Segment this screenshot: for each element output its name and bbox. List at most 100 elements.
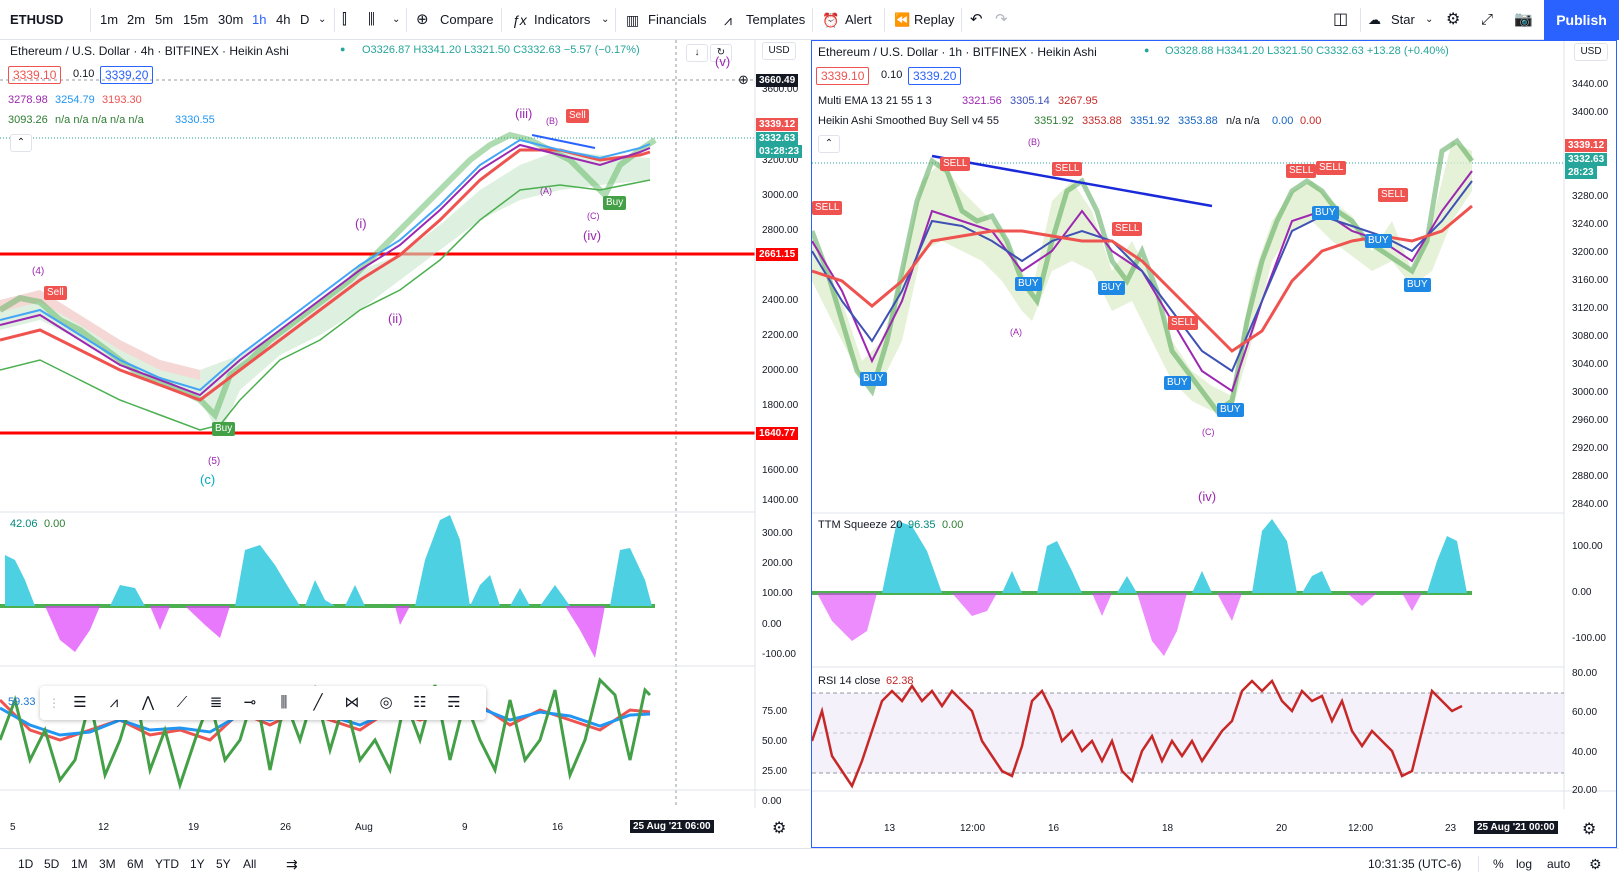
horizontal-line-icon[interactable]: ⊸ (243, 694, 257, 711)
timeframe-1m[interactable]: 1m (100, 12, 119, 27)
financials-icon[interactable]: ▥ (626, 12, 640, 28)
replay-button[interactable]: Replay (914, 12, 955, 27)
range-5d[interactable]: 5D (44, 857, 60, 871)
left-rsi-tick: 50.00 (762, 736, 788, 747)
right-countdown-tag: 28:23 (1565, 166, 1597, 179)
right-bid-box[interactable]: 3339.10 (816, 67, 870, 85)
right-ema-red (812, 204, 1473, 353)
percent-toggle[interactable]: % (1493, 857, 1504, 871)
auto-toggle[interactable]: auto (1547, 857, 1571, 871)
left-chart-pane[interactable]: Ethereum / U.S. Dollar · 4h · BITFINEX ·… (0, 40, 810, 848)
chart-type-dropdown-icon[interactable]: ⌄ (392, 14, 401, 25)
right-currency-button[interactable]: USD (1574, 43, 1608, 61)
range-1d[interactable]: 1D (18, 857, 34, 871)
range-5y[interactable]: 5Y (216, 857, 231, 871)
replay-icon[interactable]: ⏪ (894, 12, 911, 27)
range-1m[interactable]: 1M (71, 857, 88, 871)
pattern-icon[interactable]: ⋈ (344, 694, 360, 711)
sell-signal: SELL (812, 201, 843, 215)
symbol-search[interactable]: ETHUSD (10, 12, 64, 27)
log-toggle[interactable]: log (1516, 857, 1533, 871)
indicators-fx-icon[interactable]: ƒx (512, 12, 527, 28)
lines-icon[interactable]: ☰ (73, 694, 87, 711)
range-3m[interactable]: 3M (99, 857, 116, 871)
compare-button[interactable]: Compare (440, 12, 494, 27)
left-ohlc: O3326.87 H3341.20 L3321.50 C3332.63 −5.5… (362, 44, 640, 56)
sliders-icon[interactable]: ☴ (447, 694, 461, 711)
fullscreen-icon[interactable]: ⤢ (1481, 11, 1494, 28)
range-ytd[interactable]: YTD (155, 857, 179, 871)
trend-line-icon[interactable]: ╱ (313, 694, 323, 711)
range-1y[interactable]: 1Y (190, 857, 205, 871)
financials-button[interactable]: Financials (648, 12, 707, 27)
clock-timezone[interactable]: 10:31:35 (UTC-6) (1368, 857, 1462, 871)
right-ttm-tick: 100.00 (1572, 541, 1603, 552)
templates-icon[interactable]: ⩘ (724, 12, 732, 28)
sell-signal: SELL (940, 157, 971, 171)
right-axis-tick: 3080.00 (1572, 331, 1609, 342)
layout-dropdown-icon[interactable]: ⌄ (1425, 14, 1434, 25)
left-ind1-v3: 3193.30 (102, 94, 142, 106)
left-ask-box[interactable]: 3339.20 (100, 66, 154, 84)
timeframe-d[interactable]: D (300, 12, 310, 27)
bar-style-icon[interactable]: ⫿ (342, 11, 347, 28)
timeframe-dropdown-icon[interactable]: ⌄ (318, 14, 327, 25)
timeframe-1h[interactable]: 1h (252, 12, 267, 27)
buy-signal: BUY (860, 372, 887, 386)
right-legend-toggle-icon[interactable]: ⌃ (818, 135, 840, 153)
redo-icon[interactable]: ↷ (995, 11, 1008, 28)
right-ohlc: O3328.88 H3341.20 L3321.50 C3332.63 +13.… (1165, 45, 1449, 57)
cloud-icon[interactable]: ☁ (1368, 12, 1381, 27)
publish-button[interactable]: Publish (1544, 0, 1619, 40)
left-collapse-icon[interactable]: ↓ (686, 44, 708, 62)
right-rsi (812, 678, 1564, 789)
star-layout-button[interactable]: Star (1391, 12, 1415, 27)
right-chart-pane[interactable]: Ethereum / U.S. Dollar · 1h · BITFINEX ·… (811, 40, 1617, 848)
left-ind2-na: n/a n/a n/a n/a n/a (55, 114, 144, 126)
pitchfork-icon[interactable]: ⫼ (280, 694, 288, 711)
left-add-plus-icon[interactable]: ⊕ (738, 72, 749, 87)
alert-clock-icon[interactable]: ⏰ (822, 12, 840, 28)
left-chart-canvas[interactable] (0, 40, 810, 848)
right-ask-box[interactable]: 3339.20 (908, 67, 962, 85)
left-bid-box[interactable]: 3339.10 (8, 66, 62, 84)
timeframe-30m[interactable]: 30m (218, 12, 244, 27)
bottom-divider (1478, 856, 1479, 872)
date-range-icon[interactable]: ⇉ (286, 856, 298, 872)
polyline-icon[interactable]: ⩘ (109, 694, 119, 711)
right-axis-gear-icon[interactable]: ⚙ (1582, 821, 1597, 838)
compare-plus-icon[interactable]: ⊕ (416, 11, 429, 28)
rsi-line (812, 678, 1463, 789)
candles-icon[interactable]: ⫼ (368, 11, 375, 28)
gear-icon[interactable]: ⚙ (1446, 11, 1461, 28)
toolbar-divider (406, 8, 407, 32)
templates-button[interactable]: Templates (746, 12, 806, 27)
range-all[interactable]: All (243, 857, 257, 871)
drag-handle-icon[interactable]: ⋮ (48, 696, 60, 710)
left-currency-button[interactable]: USD (762, 42, 796, 60)
timeframe-5m[interactable]: 5m (155, 12, 174, 27)
layout-icon[interactable]: ◫ (1333, 11, 1349, 28)
left-axis-gear-icon[interactable]: ⚙ (772, 820, 787, 837)
spiral-icon[interactable]: ◎ (379, 694, 393, 711)
left-sync-icon[interactable]: ↻ (710, 44, 732, 62)
indicators-dropdown-icon[interactable]: ⌄ (601, 14, 610, 25)
timeframe-15m[interactable]: 15m (183, 12, 209, 27)
fib-icon[interactable]: ≣ (209, 694, 223, 711)
timeframe-2m[interactable]: 2m (127, 12, 146, 27)
undo-icon[interactable]: ↶ (970, 11, 983, 28)
settings-sliders-icon[interactable]: ☷ (413, 694, 427, 711)
ttm-bar-down (1347, 593, 1377, 606)
ray-icon[interactable]: ⟋ (176, 694, 188, 711)
left-legend-toggle-icon[interactable]: ⌃ (10, 134, 32, 152)
indicators-button[interactable]: Indicators (534, 12, 591, 27)
bottom-settings-gear-icon[interactable]: ⚙ (1589, 856, 1602, 872)
timeframe-4h[interactable]: 4h (276, 12, 291, 27)
alert-button[interactable]: Alert (845, 12, 872, 27)
right-chart-canvas[interactable] (812, 41, 1616, 847)
abc-pattern-icon[interactable]: ⋀ (141, 694, 155, 711)
range-6m[interactable]: 6M (127, 857, 144, 871)
buy-signal: Buy (212, 422, 236, 436)
camera-icon[interactable]: 📷 (1514, 11, 1533, 28)
wave-label: (C) (587, 211, 600, 221)
